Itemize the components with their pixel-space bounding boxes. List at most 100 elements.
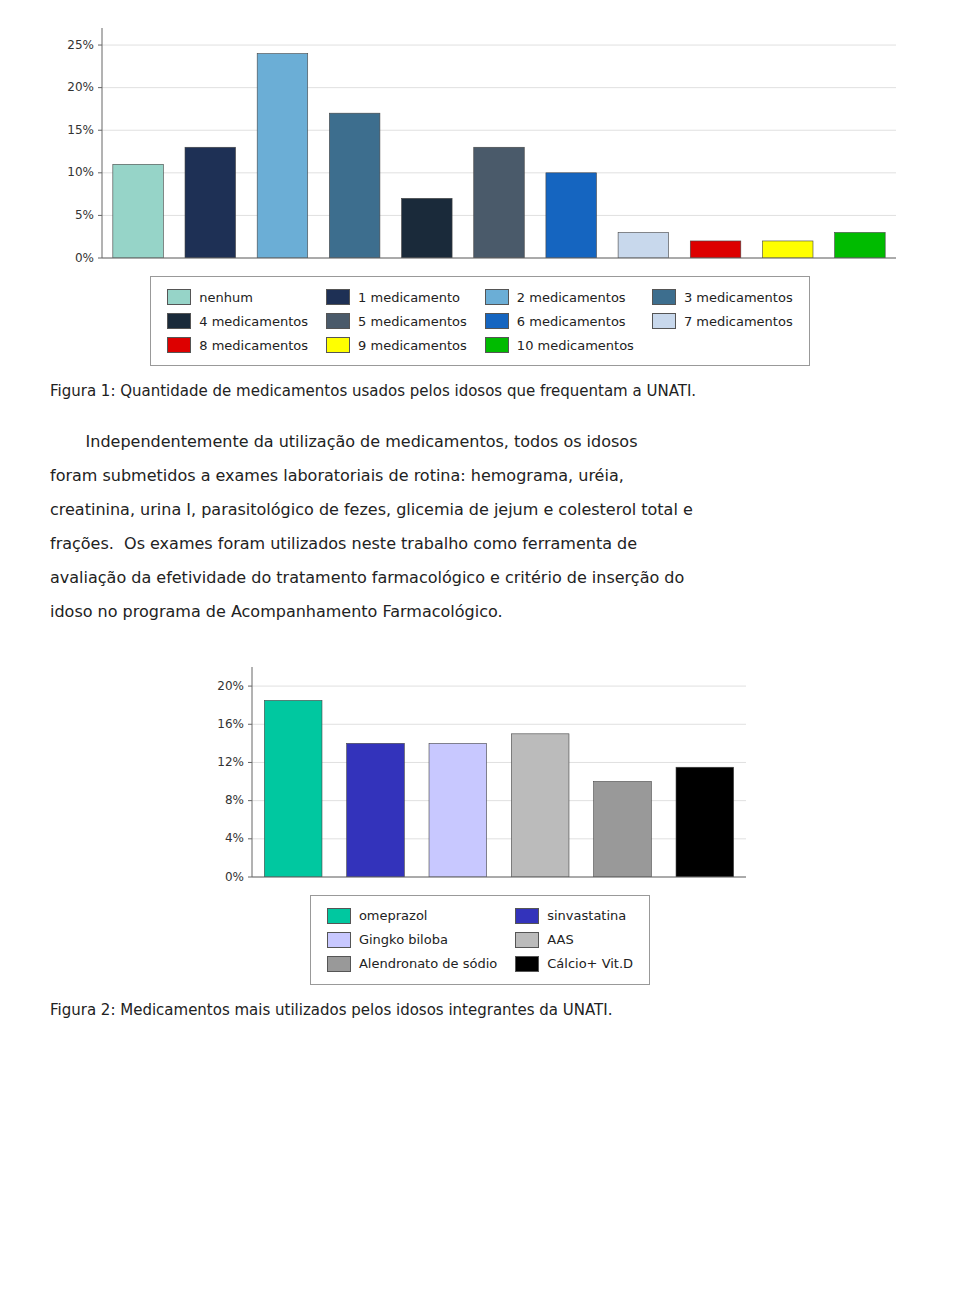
legend-label: 8 medicamentos <box>199 338 308 353</box>
bar <box>676 767 734 877</box>
bars <box>264 700 733 877</box>
paragraph-line: idoso no programa de Acompanhamento Farm… <box>50 595 910 629</box>
legend-label: 10 medicamentos <box>517 338 634 353</box>
legend-swatch <box>485 337 509 353</box>
paragraph-line: frações. Os exames foram utilizados nest… <box>50 527 910 561</box>
legend-swatch <box>485 289 509 305</box>
legend-label: 2 medicamentos <box>517 290 626 305</box>
y-tick <box>248 876 252 877</box>
paragraph-line: creatinina, urina I, parasitológico de f… <box>50 493 910 527</box>
y-tick <box>248 723 252 724</box>
legend-label: 1 medicamento <box>358 290 460 305</box>
caption: Figura 2: Medicamentos mais utilizados p… <box>50 999 910 1022</box>
legend-swatch <box>167 337 191 353</box>
legend-item: 7 medicamentos <box>652 313 793 329</box>
bar <box>113 164 164 258</box>
bar <box>264 700 322 877</box>
legend-swatch <box>327 908 351 924</box>
legend-swatch <box>327 956 351 972</box>
chart-svg: 0%5%10%15%20%25% <box>50 16 910 266</box>
y-tick-label: 0% <box>225 869 244 883</box>
legend-item: 3 medicamentos <box>652 289 793 305</box>
page: 0%5%10%15%20%25%nenhum1 medicamento2 med… <box>0 0 960 1021</box>
legend-label: Gingko biloba <box>359 932 448 947</box>
grid-line <box>102 87 896 88</box>
grid-line <box>252 838 746 839</box>
legend-item: AAS <box>515 932 633 948</box>
bar <box>402 198 453 258</box>
legend-label: 3 medicamentos <box>684 290 793 305</box>
y-tick-label: 8% <box>225 793 244 807</box>
legend-swatch <box>515 956 539 972</box>
grid-line <box>252 761 746 762</box>
legend-label: 6 medicamentos <box>517 314 626 329</box>
y-tick <box>248 800 252 801</box>
paragraph-line: avaliação da efetividade do tratamento f… <box>50 561 910 595</box>
legend-swatch <box>515 932 539 948</box>
y-tick-label: 12% <box>217 754 244 768</box>
legend-label: AAS <box>547 932 573 947</box>
grid-line <box>252 800 746 801</box>
y-axis-line <box>102 28 103 258</box>
y-tick <box>98 87 102 88</box>
legend-label: 5 medicamentos <box>358 314 467 329</box>
y-tick <box>98 215 102 216</box>
bar <box>690 241 741 258</box>
legend-item: 9 medicamentos <box>326 337 467 353</box>
bar <box>257 54 308 258</box>
legend-label: 4 medicamentos <box>199 314 308 329</box>
bar <box>185 147 236 258</box>
legend-swatch <box>326 289 350 305</box>
grid-line <box>102 258 896 259</box>
legend-swatch <box>167 313 191 329</box>
y-tick <box>98 45 102 46</box>
legend-item: nenhum <box>167 289 308 305</box>
bar <box>429 743 487 877</box>
y-axis-line <box>252 667 253 877</box>
y-tick-label: 0% <box>75 251 94 265</box>
legend-swatch <box>515 908 539 924</box>
grid-line <box>252 876 746 877</box>
legend-item: 6 medicamentos <box>485 313 634 329</box>
legend-swatch <box>167 289 191 305</box>
grid-line <box>102 45 896 46</box>
y-tick <box>98 258 102 259</box>
chart-svg: 0%4%8%12%16%20% <box>200 655 760 885</box>
legend-item: omeprazol <box>327 908 497 924</box>
legend-swatch <box>327 932 351 948</box>
grid-line <box>102 130 896 131</box>
legend: nenhum 1 medicamento 2 medicamentos 3 medic… <box>150 276 809 366</box>
chart-block: 0%5%10%15%20%25%nenhum1 medicamento2 med… <box>50 16 910 403</box>
y-tick <box>98 172 102 173</box>
bars <box>113 54 885 258</box>
legend-label: sinvastatina <box>547 908 626 923</box>
legend-item: 8 medicamentos <box>167 337 308 353</box>
x-axis-line <box>102 258 896 259</box>
bar <box>618 232 669 258</box>
legend-item: 2 medicamentos <box>485 289 634 305</box>
x-axis-line <box>252 876 746 877</box>
legend-label: 9 medicamentos <box>358 338 467 353</box>
y-tick <box>248 838 252 839</box>
bar <box>762 241 813 258</box>
legend-swatch <box>652 313 676 329</box>
legend-swatch <box>652 289 676 305</box>
bar <box>835 232 886 258</box>
legend-item: sinvastatina <box>515 908 633 924</box>
bar <box>329 113 380 258</box>
legend-label: Alendronato de sódio <box>359 956 497 971</box>
y-tick <box>248 761 252 762</box>
legend-swatch <box>326 313 350 329</box>
paragraph: Independentemente da utilização de medic… <box>50 425 910 629</box>
y-tick-label: 10% <box>67 165 94 179</box>
legend-label: nenhum <box>199 290 253 305</box>
legend-item: 1 medicamento <box>326 289 467 305</box>
y-tick-label: 5% <box>75 208 94 222</box>
y-tick-label: 25% <box>67 38 94 52</box>
legend-item: Cálcio+ Vit.D <box>515 956 633 972</box>
y-tick-label: 4% <box>225 831 244 845</box>
bar <box>511 733 569 876</box>
legend-swatch <box>485 313 509 329</box>
paragraph-line: Independentemente da utilização de medic… <box>50 425 910 459</box>
legend-item: 4 medicamentos <box>167 313 308 329</box>
